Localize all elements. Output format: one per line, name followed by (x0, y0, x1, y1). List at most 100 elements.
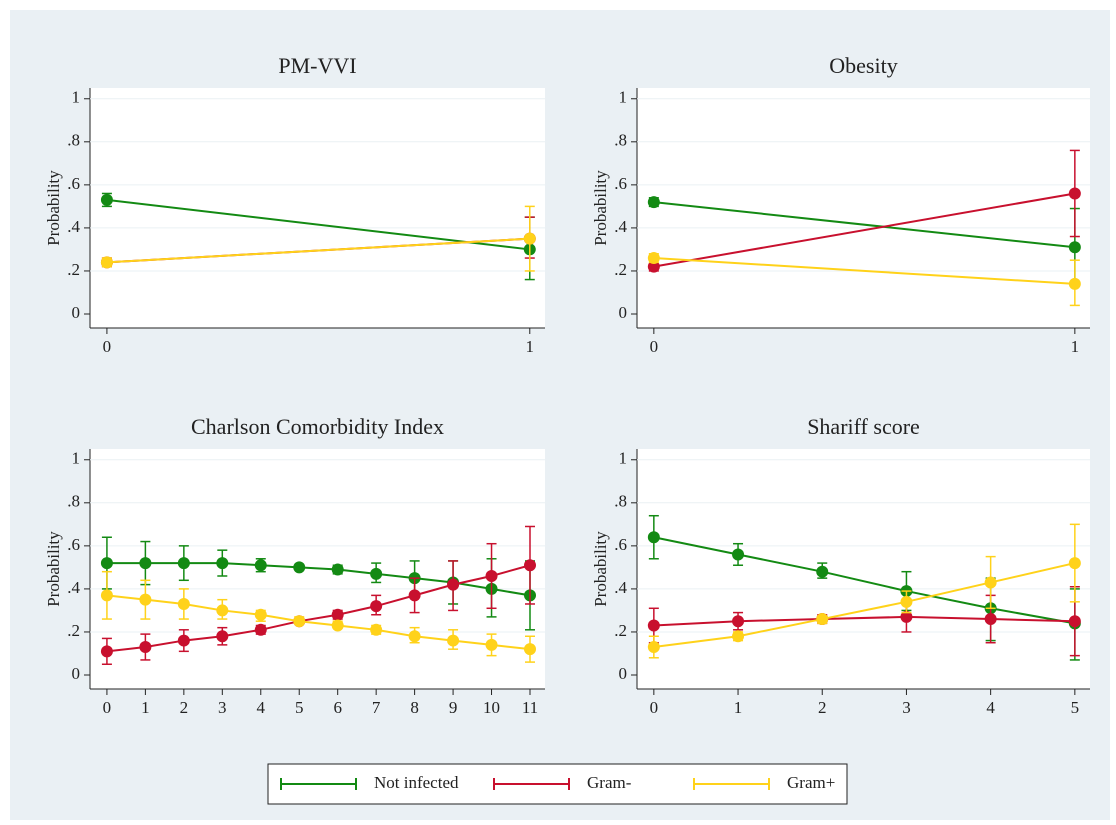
y-tick-label: 1 (619, 449, 628, 468)
y-axis-title: Probability (44, 170, 63, 246)
point (1068, 615, 1081, 628)
y-tick-label: 0 (619, 664, 628, 683)
point (254, 623, 267, 636)
point (254, 608, 267, 621)
series-line (653, 192, 1076, 268)
point (485, 569, 498, 582)
x-tick-label: 11 (522, 698, 538, 717)
x-tick-label: 10 (483, 698, 500, 717)
x-tick-label: 1 (1071, 337, 1080, 356)
y-tick-label: .8 (614, 492, 627, 511)
point (216, 557, 229, 570)
panel-title: Obesity (829, 53, 897, 78)
series-line (653, 201, 1075, 249)
x-tick-label: 1 (734, 698, 743, 717)
x-tick-label: 0 (650, 698, 659, 717)
x-tick-label: 0 (103, 698, 112, 717)
point (293, 561, 306, 574)
point (524, 643, 536, 656)
y-tick-label: .6 (614, 535, 627, 554)
panel-title: Charlson Comorbidity Index (191, 414, 444, 439)
y-axis-title: Probability (44, 531, 63, 607)
point (100, 193, 113, 206)
y-tick-label: .8 (67, 492, 80, 511)
point (177, 634, 190, 647)
x-tick-label: 8 (410, 698, 419, 717)
x-tick-label: 1 (141, 698, 150, 717)
series-line (106, 594, 531, 651)
point (647, 252, 660, 265)
point (816, 565, 829, 578)
y-tick-label: 1 (72, 88, 81, 107)
x-tick-label: 9 (449, 698, 458, 717)
point (732, 630, 745, 643)
x-tick-label: 0 (103, 337, 112, 356)
legend-label: Gram+ (787, 773, 835, 792)
point (1068, 277, 1081, 290)
plot-area (637, 449, 1090, 689)
point (370, 600, 383, 613)
series-line (106, 237, 530, 264)
point (647, 196, 660, 209)
point (984, 576, 997, 589)
point (485, 638, 498, 651)
series-line (653, 257, 1075, 285)
point (732, 615, 745, 628)
y-tick-label: .2 (614, 621, 627, 640)
y-tick-label: .4 (614, 217, 627, 236)
point (647, 260, 660, 273)
legend-label: Gram- (587, 773, 632, 792)
y-tick-label: 1 (72, 449, 81, 468)
point (331, 619, 344, 632)
point (139, 557, 152, 570)
y-tick-label: .2 (614, 260, 627, 279)
y-tick-label: .6 (614, 174, 627, 193)
point (1068, 241, 1081, 254)
y-axis-title: Probability (591, 170, 610, 246)
y-tick-label: 1 (619, 88, 628, 107)
y-tick-label: .8 (614, 131, 627, 150)
series-line (106, 564, 531, 653)
point (732, 548, 745, 561)
point (447, 634, 460, 647)
x-tick-label: 7 (372, 698, 381, 717)
point (100, 645, 113, 658)
point (139, 641, 152, 654)
point (370, 623, 383, 636)
point (647, 531, 660, 544)
y-tick-label: .6 (67, 535, 80, 554)
point (331, 563, 344, 576)
point (816, 613, 829, 626)
x-tick-label: 6 (333, 698, 342, 717)
x-tick-label: 5 (1071, 698, 1080, 717)
point (523, 232, 536, 245)
point (370, 567, 383, 580)
x-tick-label: 4 (257, 698, 266, 717)
panel-title: Shariff score (807, 414, 920, 439)
point (216, 604, 229, 617)
series-line (653, 536, 1076, 625)
x-tick-label: 3 (902, 698, 911, 717)
y-tick-label: 0 (72, 664, 81, 683)
point (900, 610, 913, 623)
point (177, 557, 190, 570)
y-axis-title: Probability (591, 531, 610, 607)
point (984, 613, 997, 626)
point (100, 557, 113, 570)
y-tick-label: .4 (67, 578, 80, 597)
y-tick-label: .2 (67, 260, 80, 279)
panel-title: PM-VVI (278, 53, 356, 78)
point (647, 641, 660, 654)
y-tick-label: .4 (614, 578, 627, 597)
y-tick-label: .4 (67, 217, 80, 236)
x-tick-label: 4 (986, 698, 995, 717)
x-tick-label: 2 (818, 698, 827, 717)
point (524, 559, 536, 572)
x-tick-label: 2 (180, 698, 189, 717)
x-tick-label: 5 (295, 698, 304, 717)
point (216, 630, 229, 643)
plot-area (90, 88, 545, 328)
y-tick-label: .2 (67, 621, 80, 640)
point (1068, 557, 1081, 570)
point (1068, 187, 1081, 200)
